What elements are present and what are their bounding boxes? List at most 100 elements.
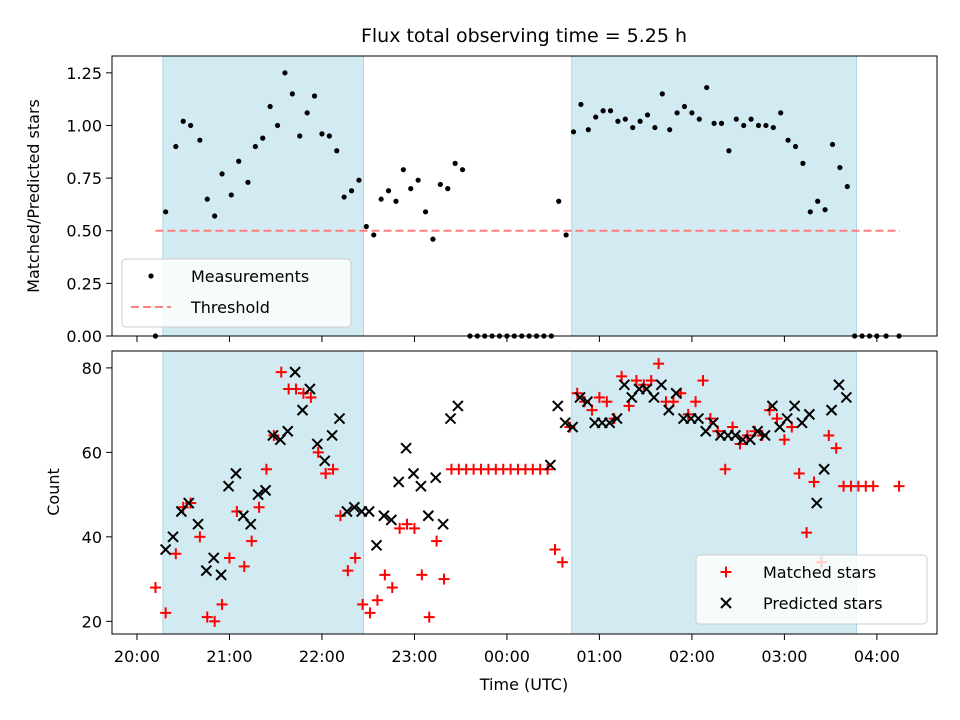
matched-star-point [438,573,450,585]
matched-star-point [216,598,228,610]
matched-star-point [893,480,905,492]
measurement-point [696,116,702,122]
matched-star-point [260,463,272,475]
measurement-point [726,148,732,154]
matched-star-point [320,467,332,479]
predicted-star-point [788,400,801,412]
predicted-star-point [559,417,571,429]
predicted-star-point [452,400,464,412]
predicted-star-point [378,510,390,522]
matched-star-point [160,607,172,619]
matched-star-point [238,560,250,572]
predicted-star-point [400,442,412,454]
bottom-panel: 20:00 21:00 22:00 23:00 00:00 01:00 02:00 03:00… [44,350,938,694]
top-y-axis-label: Matched/Predicted stars [24,99,43,293]
measurement-point [718,120,725,126]
predicted-star-point [215,569,227,581]
matched-star-point [401,518,413,530]
measurement-point [363,223,369,230]
measurement-point [607,108,614,114]
measurement-point [815,198,821,204]
measurement-point [326,133,332,139]
matched-star-point [808,476,820,488]
measurement-point [704,84,710,91]
bottom-x-ticks: 20:00 21:00 22:00 23:00 00:00 01:00 02:00 03:00… [114,634,900,666]
bottom-legend: Matched stars Predicted stars [695,554,928,625]
legend-measurements-marker [148,273,154,279]
matched-star-point [867,480,879,492]
measurement-point [615,118,621,124]
predicted-star-point [370,539,383,552]
matched-star-point [209,615,221,627]
matched-star-point [771,413,783,425]
top-y-ticks: 0.00 0.25 0.50 0.75 1.00 1.25 [66,64,112,346]
predicted-star-point [581,395,594,408]
predicted-star-point [670,387,682,399]
measurement-point [755,122,762,129]
matched-star-point [371,594,383,606]
predicted-star-point [230,467,242,480]
measurement-point [260,135,266,141]
matched-star-point [653,358,665,370]
matched-star-point [223,552,235,564]
top-legend: Measurements Threshold [121,258,352,328]
measurement-point [311,93,318,99]
measurement-point [622,116,628,122]
x-tick-label: 02:00 [669,647,715,666]
bottom-legend-box [695,554,928,625]
measurement-point [778,110,784,116]
predicted-star-point [729,429,742,442]
matched-star-point [149,582,161,594]
predicted-star-point [267,429,279,442]
predicted-star-point [430,472,442,484]
predicted-star-point [393,476,405,488]
measurement-point [236,158,242,164]
measurement-point [445,186,451,192]
predicted-star-point [363,505,375,518]
measurement-point [319,131,325,137]
bottom-y-ticks: 20 40 60 80 [82,359,112,631]
predicted-star-point [222,480,235,492]
top-x-ticks [136,336,878,342]
matched-star-point [697,375,709,387]
predicted-star-point [183,497,195,509]
measurement-point [556,198,562,204]
matched-star-point [342,565,354,577]
measurement-point [785,137,791,143]
predicted-star-point [825,404,838,416]
legend-threshold-label: Threshold [190,298,270,317]
measurement-point [393,198,399,204]
measurement-point [188,122,194,129]
measurement-points [152,70,902,339]
predicted-star-point [803,408,816,421]
measurement-point [204,196,210,202]
predicted-star-point [407,467,420,480]
top-y-tick-label: 0.00 [66,327,102,346]
predicted-star-point [333,412,346,425]
predicted-star-point [692,412,705,425]
predicted-star-point [751,425,764,437]
matched-star-point [275,366,287,378]
predicted-star-point [385,514,398,526]
measurement-point [334,148,340,154]
measurement-point [378,196,384,202]
predicted-star-point [818,463,830,475]
predicted-star-point [311,438,324,450]
bottom-y-tick-label: 40 [82,528,102,547]
measurement-point [593,114,599,120]
matched-star-point [253,501,265,513]
predicted-star-point [252,488,264,501]
measurement-point [770,124,776,131]
top-y-tick-label: 0.25 [66,274,102,293]
measurement-point [578,101,584,108]
predicted-star-point [245,518,257,530]
measurement-point [600,108,606,114]
predicted-star-point [415,480,427,492]
measurement-point [822,207,828,213]
measurement-point [415,177,421,183]
measurement-point [228,192,234,198]
x-tick-label: 01:00 [576,647,622,666]
matched-star-point [416,569,428,581]
measurement-point [400,167,406,173]
measurement-point [637,118,643,124]
